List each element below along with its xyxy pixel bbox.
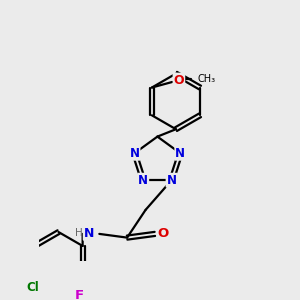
Text: Cl: Cl	[26, 281, 39, 294]
Text: H: H	[75, 228, 83, 238]
Text: N: N	[84, 227, 94, 240]
Text: O: O	[174, 74, 184, 87]
Text: CH₃: CH₃	[197, 74, 216, 84]
Text: N: N	[167, 174, 177, 187]
Text: N: N	[175, 147, 185, 160]
Text: N: N	[130, 147, 140, 160]
Text: F: F	[74, 290, 83, 300]
Text: N: N	[138, 174, 148, 187]
Text: N: N	[84, 227, 94, 240]
Text: O: O	[158, 227, 169, 240]
